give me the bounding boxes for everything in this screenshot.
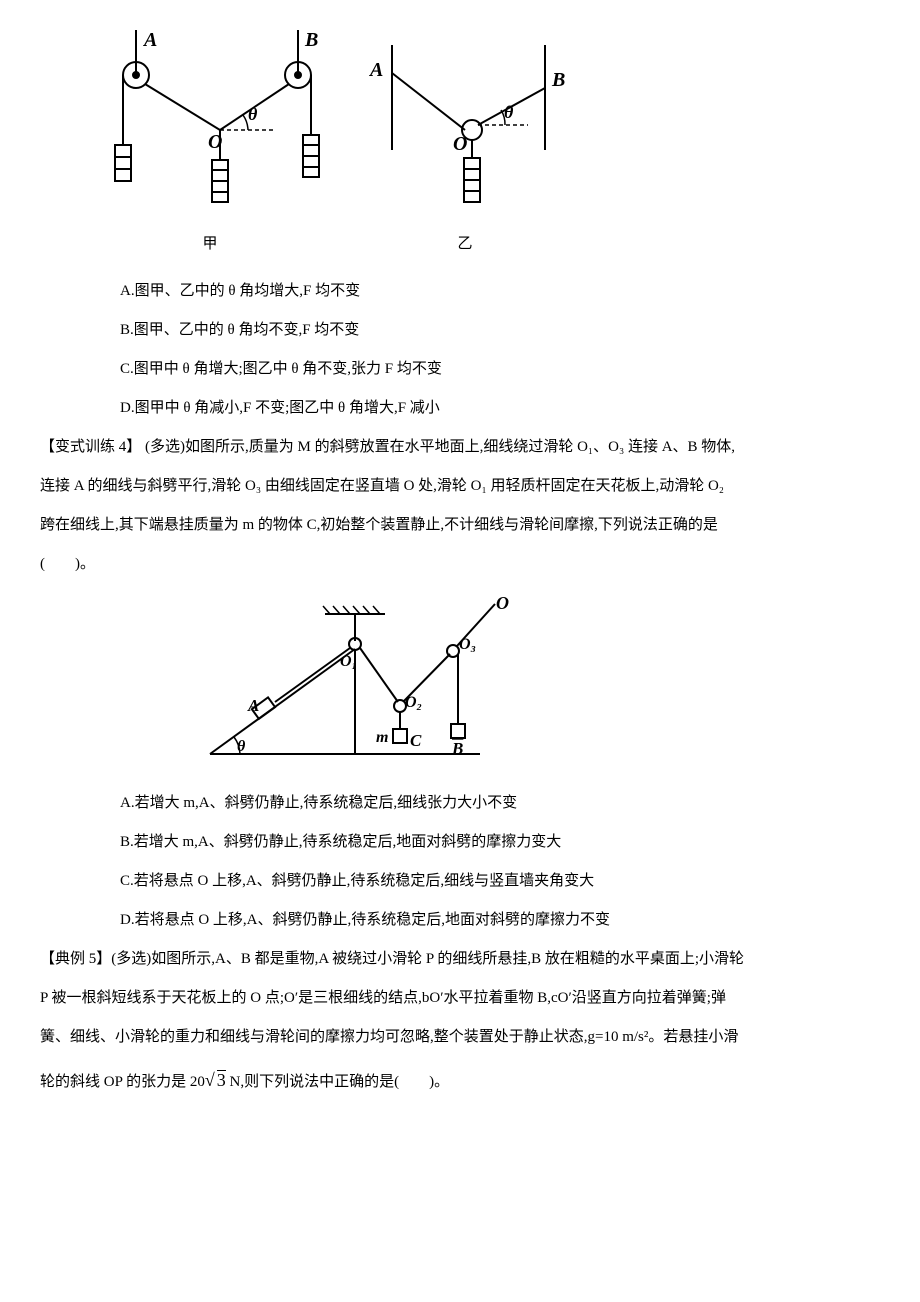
- label-theta: θ: [248, 104, 258, 124]
- q4-option-A: A.若增大 m,A、斜劈仍静止,待系统稳定后,细线张力大小不变: [120, 784, 880, 823]
- figure-yi-svg: A B O θ: [360, 30, 570, 220]
- label-A: A: [368, 59, 383, 81]
- label-B: B: [551, 69, 565, 91]
- q5-text: 【典例 5】(多选)如图所示,A、B 都是重物,A 被绕过小滑轮 P 的细线所悬…: [40, 940, 880, 1104]
- q4-text: 【变式训练 4】 (多选)如图所示,质量为 M 的斜劈放置在水平地面上,细线绕过…: [40, 428, 880, 584]
- label-C: C: [410, 731, 422, 750]
- label-theta: θ: [504, 102, 514, 122]
- figure-jia-svg: A B O θ: [100, 30, 320, 220]
- label-O: O: [208, 131, 222, 153]
- label-O: O: [496, 594, 509, 613]
- q4-option-D: D.若将悬点 O 上移,A、斜劈仍静止,待系统稳定后,地面对斜劈的摩擦力不变: [120, 901, 880, 940]
- caption-jia: 甲: [202, 226, 217, 262]
- option-B: B.图甲、乙中的 θ 角均不变,F 均不变: [120, 311, 880, 350]
- figure-yi: A B O θ 乙: [360, 30, 570, 262]
- label-m: m: [376, 729, 388, 746]
- figure-q4: A θ O₁ O₂ O₃ O m C B: [40, 594, 880, 774]
- label-A: A: [247, 696, 259, 715]
- q4-option-C: C.若将悬点 O 上移,A、斜劈仍静止,待系统稳定后,细线与竖直墙夹角变大: [120, 862, 880, 901]
- label-theta: θ: [237, 738, 246, 755]
- label-B: B: [451, 739, 463, 758]
- option-D: D.图甲中 θ 角减小,F 不变;图乙中 θ 角增大,F 减小: [120, 389, 880, 428]
- label-O2: O₂: [405, 694, 422, 711]
- q4-option-B: B.若增大 m,A、斜劈仍静止,待系统稳定后,地面对斜劈的摩擦力变大: [120, 823, 880, 862]
- figure-jia: A B O θ 甲: [100, 30, 320, 262]
- label-O1: O₁: [340, 653, 357, 670]
- label-O: O: [453, 133, 467, 155]
- option-A: A.图甲、乙中的 θ 角均增大,F 均不变: [120, 272, 880, 311]
- label-A: A: [142, 30, 157, 51]
- label-O3: O₃: [459, 636, 476, 653]
- caption-yi: 乙: [457, 226, 472, 262]
- label-B: B: [304, 30, 318, 51]
- option-C: C.图甲中 θ 角增大;图乙中 θ 角不变,张力 F 均不变: [120, 350, 880, 389]
